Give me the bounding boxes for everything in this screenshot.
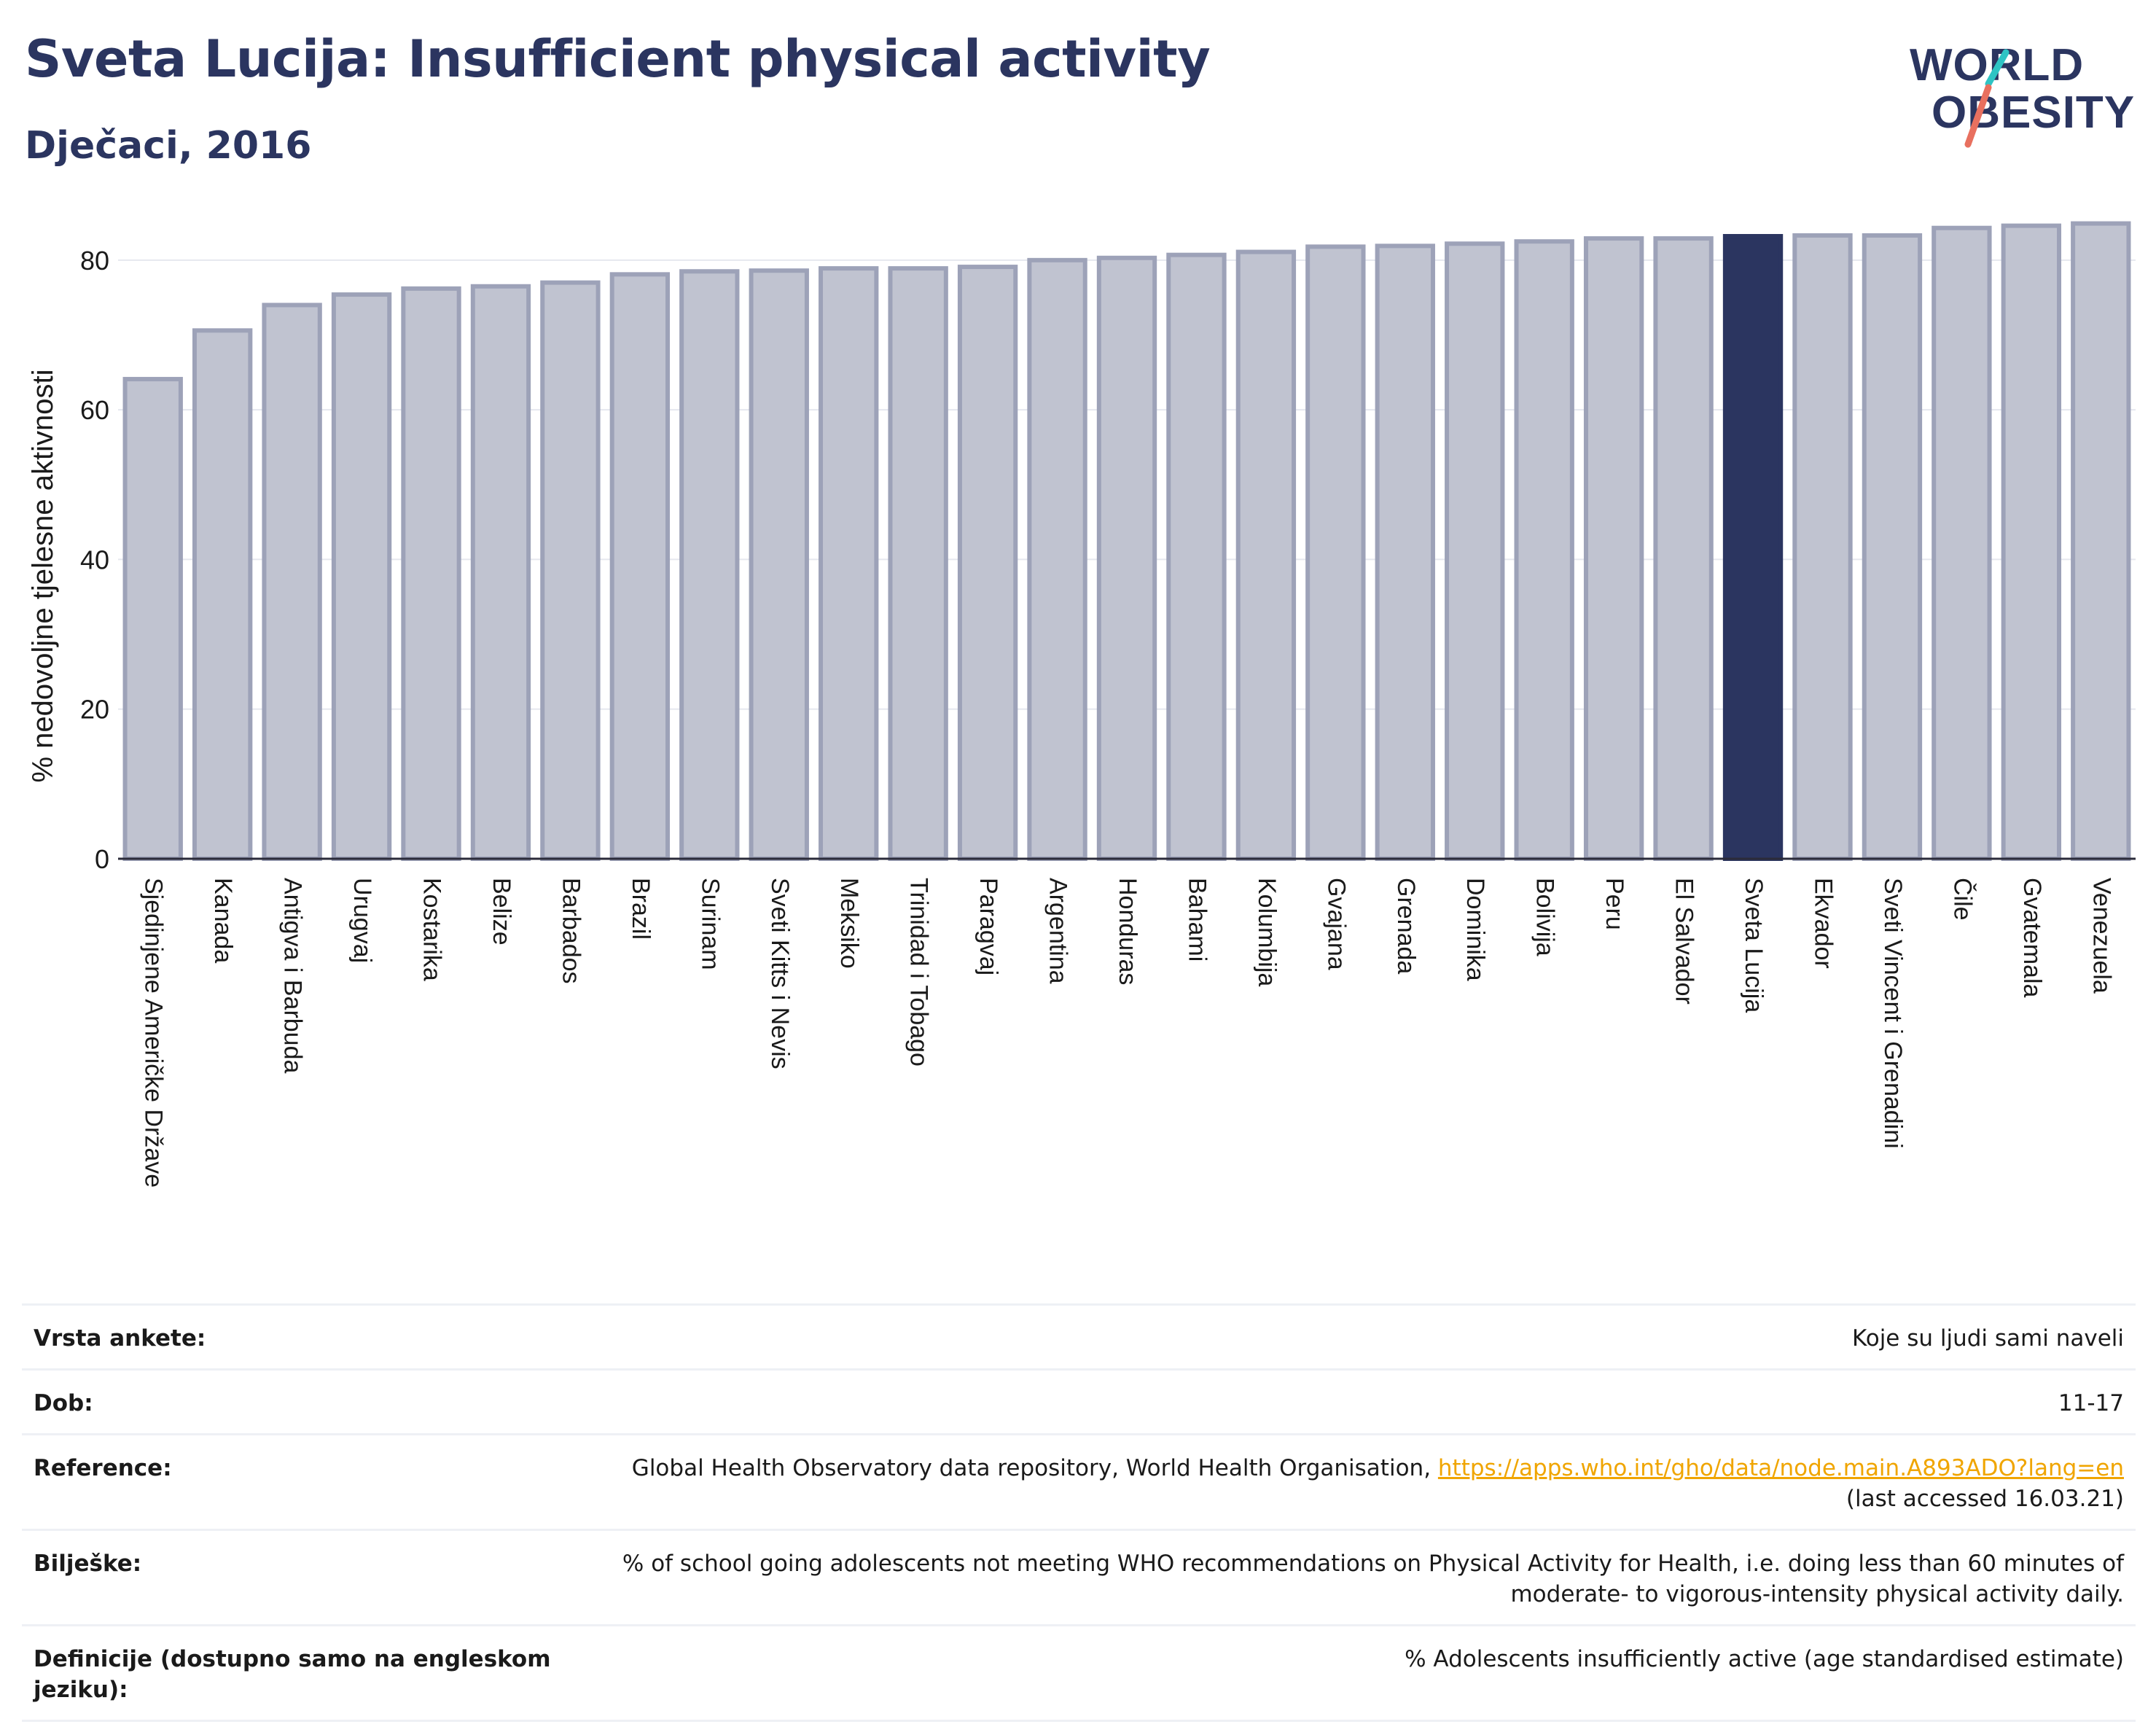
bar — [470, 284, 531, 861]
x-tick-label: Surinam — [696, 878, 724, 970]
bar — [1514, 239, 1574, 862]
x-tick-label: Honduras — [1114, 878, 1141, 985]
details-row-notes: Bilješke: % of school going adolescents … — [22, 1529, 2136, 1624]
x-tick-label: Brazil — [627, 878, 655, 940]
x-tick-label: Gvatemala — [2018, 878, 2046, 997]
x-tick-label: Sjedinjene Američke Države — [140, 878, 168, 1188]
bar — [540, 280, 601, 861]
bar — [122, 377, 183, 861]
definitions-label: Definicije (dostupno samo na engleskom j… — [34, 1646, 551, 1703]
bar-highlighted — [1722, 234, 1784, 862]
reference-accessed: (last accessed 16.03.21) — [1846, 1486, 2124, 1512]
bar — [1375, 243, 1435, 861]
bar — [192, 328, 253, 861]
reference-source: Global Health Observatory data repositor… — [631, 1455, 1438, 1481]
bar — [2071, 221, 2131, 861]
x-tick-label: Trinidad i Tobago — [905, 878, 933, 1067]
x-tick-label: Kanada — [209, 878, 237, 963]
x-tick-label: Bahami — [1183, 878, 1211, 962]
bar — [1932, 225, 1992, 861]
details-row-reference: Reference: Global Health Observatory dat… — [22, 1433, 2136, 1529]
x-tick-label: El Salvador — [1671, 878, 1698, 1005]
x-tick-label: Peru — [1601, 878, 1628, 930]
x-tick-label: Sveta Lucija — [1740, 878, 1768, 1013]
bar — [1583, 236, 1644, 861]
bar — [1096, 255, 1157, 862]
y-tick-label: 20 — [80, 695, 109, 725]
bar — [1653, 236, 1714, 861]
y-tick-label: 0 — [95, 844, 109, 874]
x-tick-label: Ekvador — [1809, 878, 1837, 969]
x-tick-label: Kolumbija — [1253, 878, 1281, 986]
x-tick-label: Gvajana — [1322, 878, 1350, 970]
world-obesity-logo: WORLD OBESITY — [1910, 40, 2135, 148]
notes-label: Bilješke: — [34, 1551, 142, 1577]
x-tick-label: Bolivija — [1531, 878, 1559, 956]
bar — [1445, 241, 1505, 861]
bar — [749, 268, 809, 861]
bar — [262, 303, 322, 861]
bar-chart: 0 20 40 60 80 Sjedinjene Američke Države Kanad… — [27, 221, 2136, 1188]
bar — [819, 266, 879, 862]
survey-type-label: Vrsta ankete: — [34, 1325, 206, 1352]
bar — [609, 272, 671, 862]
bar — [401, 286, 461, 861]
x-tick-label: Grenada — [1392, 878, 1420, 974]
age-value: 11-17 — [2058, 1390, 2124, 1416]
details-table: Vrsta ankete: Koje su ljudi sami naveli … — [22, 1303, 2136, 1722]
chart-title: Sveta Lucija: Insufficient physical acti… — [25, 29, 1211, 89]
notes-value: % of school going adolescents not meetin… — [622, 1551, 2124, 1607]
x-tick-label: Venezuela — [2087, 878, 2115, 994]
x-tick-label: Dominika — [1461, 878, 1489, 981]
x-tick-label: Kostarika — [418, 878, 446, 981]
y-tick-label: 60 — [80, 395, 109, 425]
x-tick-label: Čile — [1948, 878, 1976, 921]
x-tick-label: Antigva i Barbuda — [279, 878, 307, 1073]
bar — [1235, 249, 1297, 862]
x-tick-label: Meksiko — [835, 878, 863, 969]
bar — [679, 269, 740, 861]
bars — [122, 221, 2131, 862]
logo-slash-coral — [1964, 84, 1992, 148]
x-tick-label: Sveti Vincent i Grenadini — [1879, 878, 1907, 1149]
reference-link[interactable]: https://apps.who.int/gho/data/node.main.… — [1437, 1455, 2124, 1481]
x-tick-label: Paragvaj — [975, 878, 1002, 975]
bar — [331, 292, 392, 862]
age-label: Dob: — [34, 1390, 93, 1416]
reference-label: Reference: — [34, 1455, 172, 1481]
bar — [1792, 233, 1853, 861]
bar — [1862, 233, 1923, 861]
bar — [1166, 252, 1227, 861]
reference-value: Global Health Observatory data repositor… — [558, 1453, 2124, 1514]
survey-type-value: Koje su ljudi sami naveli — [1851, 1325, 2124, 1352]
y-tick-label: 40 — [80, 545, 109, 574]
details-row-survey-type: Vrsta ankete: Koje su ljudi sami naveli — [22, 1303, 2136, 1368]
y-axis-label: % nedovoljne tjelesne aktivnosti — [27, 369, 59, 782]
logo-line2: OBESITY — [1932, 87, 2135, 138]
y-tick-label: 80 — [80, 246, 109, 276]
logo-slash-teal — [1985, 49, 2009, 87]
bar — [2001, 223, 2062, 862]
x-tick-label: Belize — [488, 878, 515, 946]
bar — [888, 266, 948, 862]
bar — [957, 265, 1018, 861]
details-row-definitions: Definicije (dostupno samo na engleskom j… — [22, 1624, 2136, 1722]
details-row-age: Dob: 11-17 — [22, 1368, 2136, 1433]
definitions-value: % Adolescents insufficiently active (age… — [1405, 1646, 2124, 1672]
axes: 0 20 40 60 80 Sjedinjene Američke Države Kanad… — [80, 246, 2136, 1188]
bar — [1027, 257, 1087, 861]
x-tick-label: Urugvaj — [348, 878, 376, 963]
chart-subtitle: Dječaci, 2016 — [25, 124, 312, 168]
x-tick-label: Sveti Kitts i Nevis — [766, 878, 794, 1069]
x-tick-label: Argentina — [1044, 878, 1072, 984]
bar — [1305, 244, 1366, 862]
x-tick-label: Barbados — [557, 878, 585, 984]
